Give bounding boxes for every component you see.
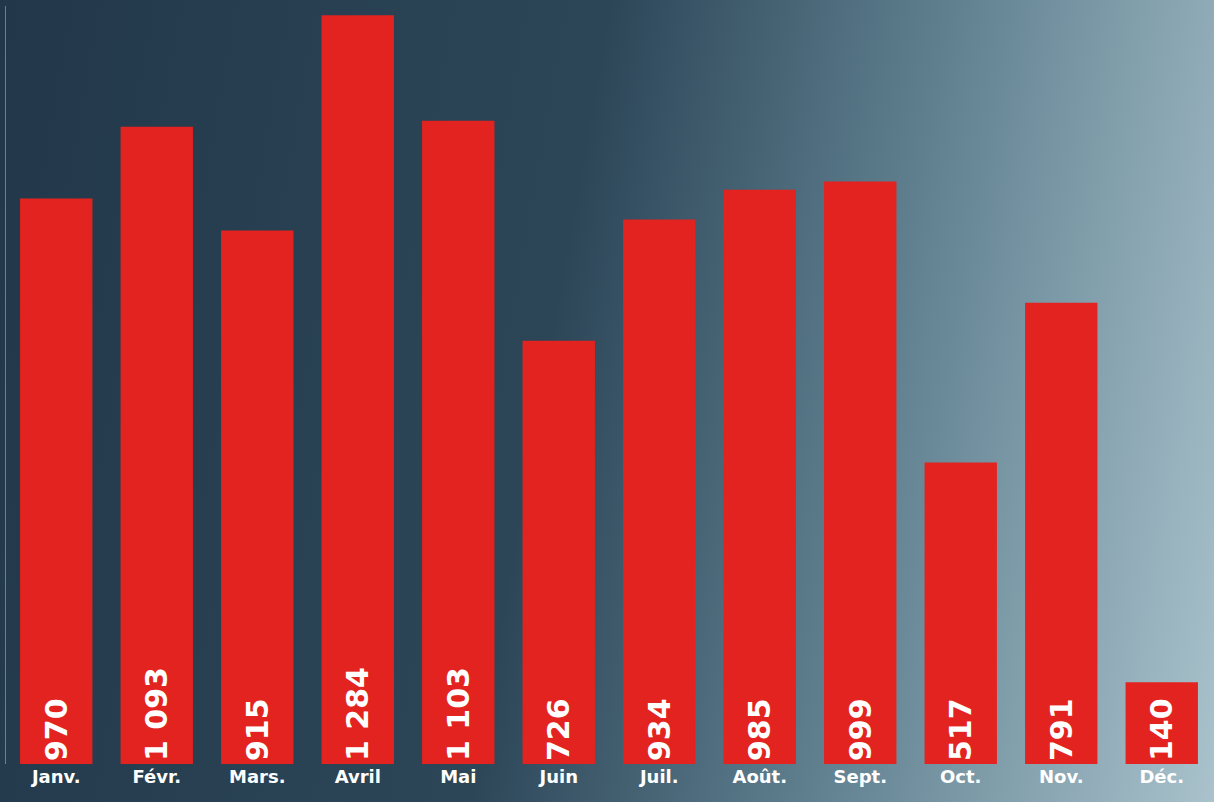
svg-text:Juil.: Juil. bbox=[638, 766, 679, 787]
svg-text:1 093: 1 093 bbox=[139, 667, 174, 761]
svg-text:140: 140 bbox=[1144, 698, 1179, 761]
svg-text:Août.: Août. bbox=[732, 766, 787, 787]
svg-text:934: 934 bbox=[642, 698, 677, 761]
svg-text:Oct.: Oct. bbox=[940, 766, 981, 787]
svg-text:970: 970 bbox=[39, 698, 74, 761]
svg-text:Juin: Juin bbox=[538, 766, 579, 787]
svg-text:915: 915 bbox=[240, 698, 275, 761]
svg-text:1 103: 1 103 bbox=[441, 667, 476, 761]
svg-text:985: 985 bbox=[742, 698, 777, 761]
svg-text:Mai: Mai bbox=[440, 766, 476, 787]
svg-text:1 284: 1 284 bbox=[340, 667, 375, 761]
svg-text:Avril: Avril bbox=[335, 766, 381, 787]
svg-text:791: 791 bbox=[1044, 698, 1079, 761]
svg-text:517: 517 bbox=[943, 698, 978, 761]
svg-text:Févr.: Févr. bbox=[132, 766, 181, 787]
svg-text:Sept.: Sept. bbox=[834, 766, 888, 787]
svg-text:999: 999 bbox=[843, 698, 878, 761]
svg-text:Janv.: Janv. bbox=[30, 766, 81, 787]
svg-text:Mars.: Mars. bbox=[229, 766, 286, 787]
svg-text:Nov.: Nov. bbox=[1039, 766, 1084, 787]
svg-text:726: 726 bbox=[541, 698, 576, 761]
svg-text:Déc.: Déc. bbox=[1139, 766, 1184, 787]
